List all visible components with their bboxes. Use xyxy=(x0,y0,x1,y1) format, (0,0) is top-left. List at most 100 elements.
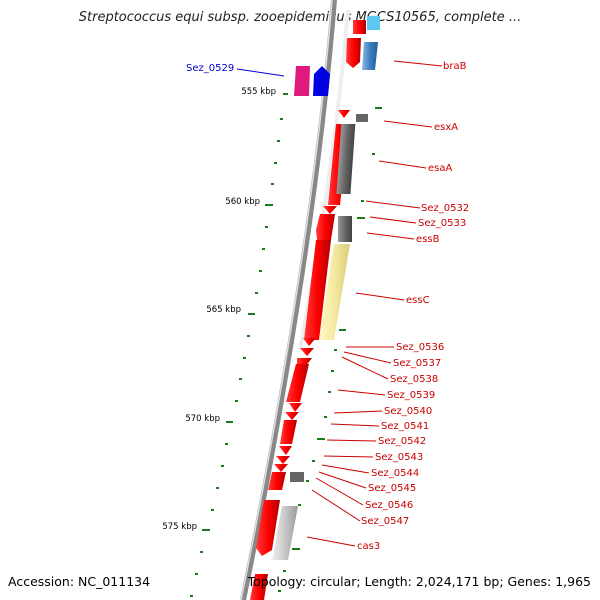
gene-label-sez0541[interactable]: Sez_0541 xyxy=(381,421,429,432)
gene-labels: Sez_0529 braB esxA esaA Sez_0532 Sez_053… xyxy=(186,61,469,552)
leader-esaa xyxy=(378,160,427,169)
gc-tick xyxy=(375,107,382,109)
gc-tick xyxy=(265,226,268,228)
gc-tick xyxy=(211,509,214,511)
genome-summary-text: Topology: circular; Length: 2,024,171 bp… xyxy=(247,574,591,589)
gc-tick xyxy=(277,140,280,142)
gene-bra-blue xyxy=(362,42,378,70)
gene-label-sez0543[interactable]: Sez_0543 xyxy=(375,452,423,463)
gc-tick xyxy=(339,329,346,331)
gene-label-sez0546[interactable]: Sez_0546 xyxy=(365,500,413,511)
gene-forward xyxy=(346,38,361,68)
gene-sez0546 xyxy=(268,472,286,490)
gc-tick xyxy=(235,400,238,402)
leader-sez0532 xyxy=(365,200,421,209)
gene-label-sez0537[interactable]: Sez_0537 xyxy=(393,358,441,369)
gc-tick xyxy=(317,438,325,440)
gene-sez0541 xyxy=(285,412,299,420)
scale-label-555: 555 kbp xyxy=(241,87,276,97)
leader-brab xyxy=(393,60,443,67)
leader-sez0539 xyxy=(337,389,386,396)
gc-tick xyxy=(243,357,246,359)
leader-sez0540 xyxy=(333,410,383,414)
gc-tick xyxy=(357,217,365,219)
gc-tick xyxy=(221,465,224,467)
gene-esxa-gray xyxy=(356,114,368,122)
gene-label-essc[interactable]: essC xyxy=(406,295,430,306)
gene-sez0542 xyxy=(280,420,297,444)
leader-sez0542 xyxy=(326,439,377,442)
leader-sez0533 xyxy=(369,216,417,224)
gene-sez0529-blue xyxy=(313,66,330,96)
leader-sez0546 xyxy=(315,477,364,506)
gene-label-sez0544[interactable]: Sez_0544 xyxy=(371,468,419,479)
gene-label-sez0540[interactable]: Sez_0540 xyxy=(384,406,432,417)
accession-text: Accession: NC_011134 xyxy=(8,574,151,589)
gc-tick xyxy=(274,162,277,164)
leader-sez0544 xyxy=(321,464,370,474)
gene-top-cyan xyxy=(367,16,380,30)
gc-tick xyxy=(259,270,262,272)
gene-label-sez0532[interactable]: Sez_0532 xyxy=(421,203,469,214)
leader-sez0538 xyxy=(341,356,389,380)
leader-esxa xyxy=(383,120,433,128)
leader-sez0529 xyxy=(236,68,285,77)
gene-essc-red xyxy=(304,240,331,340)
gc-tick xyxy=(312,460,315,462)
gc-tick xyxy=(255,292,258,294)
gc-tick xyxy=(292,548,300,550)
gc-tick xyxy=(278,590,281,592)
gc-track xyxy=(190,93,382,597)
gene-sez0544 xyxy=(276,456,290,464)
gene-label-sez0538[interactable]: Sez_0538 xyxy=(390,374,438,385)
gc-tick xyxy=(324,416,327,418)
leader-sez0547 xyxy=(311,489,361,522)
gene-label-sez0533[interactable]: Sez_0533 xyxy=(418,218,466,229)
gene-sez0545-gray xyxy=(290,472,304,482)
gc-tick xyxy=(298,504,301,506)
gene-essb-gray xyxy=(338,216,352,242)
gc-tick xyxy=(283,93,288,95)
gc-tick xyxy=(271,183,274,185)
gc-tick xyxy=(216,487,219,489)
gene-label-sez0545[interactable]: Sez_0545 xyxy=(368,483,416,494)
gc-tick xyxy=(372,153,375,155)
gc-tick xyxy=(226,421,233,423)
gc-tick xyxy=(200,551,203,553)
genome-outer-ring xyxy=(298,9,350,351)
gc-tick xyxy=(361,200,364,202)
leader-sez0545 xyxy=(318,471,367,489)
gene-essc-yellow xyxy=(319,244,350,340)
leader-sez0541 xyxy=(330,423,380,427)
gene-cas3-red xyxy=(256,500,280,556)
gc-tick xyxy=(262,248,265,250)
gene-label-sez0542[interactable]: Sez_0542 xyxy=(378,436,426,447)
gene-label-brab[interactable]: braB xyxy=(443,61,467,72)
gene-label-sez0547[interactable]: Sez_0547 xyxy=(361,516,409,527)
gene-sez0543 xyxy=(279,446,292,455)
gc-tick xyxy=(280,118,283,120)
leader-sez0537 xyxy=(343,351,392,364)
scale-label-570: 570 kbp xyxy=(185,414,220,424)
gene-top-red xyxy=(353,20,366,34)
gene-label-esaa[interactable]: esaA xyxy=(428,163,452,174)
gene-label-cas3[interactable]: cas3 xyxy=(357,541,380,552)
gene-sez0533 xyxy=(316,214,335,240)
gene-sez0540 xyxy=(289,403,302,412)
gene-label-sez0536[interactable]: Sez_0536 xyxy=(396,342,444,353)
gene-label-esxa[interactable]: esxA xyxy=(434,122,458,133)
gc-tick xyxy=(247,335,250,337)
label-leaders xyxy=(236,60,443,547)
leader-sez0543 xyxy=(323,455,374,458)
gene-label-essb[interactable]: essB xyxy=(416,234,440,245)
gene-track xyxy=(250,16,380,600)
gene-label-sez0539[interactable]: Sez_0539 xyxy=(387,390,435,401)
gc-tick xyxy=(248,313,255,315)
gc-tick xyxy=(239,378,242,380)
leader-essb xyxy=(366,232,415,240)
gc-tick xyxy=(265,204,273,206)
gene-sez0545 xyxy=(274,464,288,472)
gene-label-sez0529[interactable]: Sez_0529 xyxy=(186,63,234,74)
gene-sez0532 xyxy=(323,206,337,214)
gene-sez0537 xyxy=(300,348,314,356)
